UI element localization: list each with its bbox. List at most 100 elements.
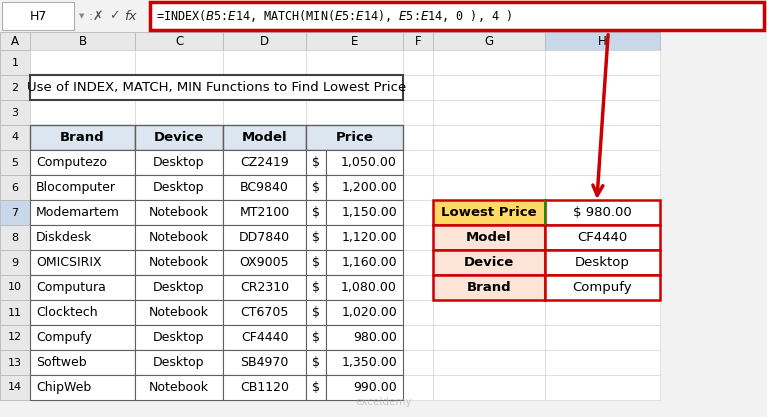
Bar — [306, 32, 403, 50]
Text: OX9005: OX9005 — [239, 256, 289, 269]
Bar — [306, 250, 326, 275]
Bar — [0, 200, 30, 225]
Bar — [403, 150, 433, 175]
Bar — [433, 50, 545, 75]
Bar — [135, 150, 223, 175]
Text: C: C — [175, 35, 183, 48]
Bar — [306, 325, 403, 350]
Bar — [433, 200, 545, 225]
Bar — [433, 150, 545, 175]
Bar — [30, 75, 403, 100]
Bar — [135, 375, 223, 400]
Bar — [223, 325, 306, 350]
Text: 14: 14 — [8, 382, 22, 392]
Text: H7: H7 — [29, 10, 47, 23]
Bar — [326, 150, 403, 175]
Bar — [545, 275, 660, 300]
Text: Notebook: Notebook — [149, 206, 209, 219]
Bar — [223, 375, 306, 400]
Bar — [0, 125, 30, 150]
Bar — [30, 50, 135, 75]
Text: 980.00: 980.00 — [353, 331, 397, 344]
Text: 1,080.00: 1,080.00 — [341, 281, 397, 294]
Bar — [326, 175, 403, 200]
Bar — [223, 50, 306, 75]
Bar — [433, 75, 545, 100]
Bar — [223, 325, 306, 350]
Bar — [223, 225, 306, 250]
Bar — [0, 50, 30, 75]
Bar — [545, 200, 660, 225]
Bar — [135, 175, 223, 200]
Bar — [30, 100, 135, 125]
Bar — [0, 375, 30, 400]
Text: ChipWeb: ChipWeb — [36, 381, 91, 394]
Bar — [433, 100, 545, 125]
Bar — [135, 325, 223, 350]
Bar — [30, 250, 135, 275]
Bar — [433, 200, 545, 225]
Text: DD7840: DD7840 — [239, 231, 290, 244]
Bar — [223, 250, 306, 275]
Text: Notebook: Notebook — [149, 381, 209, 394]
Bar — [135, 275, 223, 300]
Bar — [433, 250, 545, 275]
Bar — [306, 250, 403, 275]
Text: CT6705: CT6705 — [240, 306, 288, 319]
Bar — [403, 225, 433, 250]
Text: F: F — [415, 35, 421, 48]
Text: Computezo: Computezo — [36, 156, 107, 169]
Bar — [223, 350, 306, 375]
Bar — [433, 275, 545, 300]
Bar — [403, 75, 433, 100]
Bar — [545, 175, 660, 200]
Text: 2: 2 — [12, 83, 18, 93]
Text: Brand: Brand — [466, 281, 512, 294]
Bar — [306, 125, 403, 150]
Bar — [403, 125, 433, 150]
Text: Device: Device — [154, 131, 204, 144]
Bar — [433, 175, 545, 200]
Text: Use of INDEX, MATCH, MIN Functions to Find Lowest Price: Use of INDEX, MATCH, MIN Functions to Fi… — [27, 81, 406, 94]
Bar — [30, 200, 135, 225]
Text: Brand: Brand — [60, 131, 105, 144]
Text: 8: 8 — [12, 233, 18, 243]
Bar — [306, 50, 403, 75]
Text: 1,200.00: 1,200.00 — [341, 181, 397, 194]
Bar — [545, 125, 660, 150]
Text: Desktop: Desktop — [153, 331, 205, 344]
Bar — [306, 375, 403, 400]
Bar — [135, 250, 223, 275]
Text: $: $ — [312, 331, 320, 344]
Text: Model: Model — [242, 131, 288, 144]
Bar — [135, 375, 223, 400]
Text: Price: Price — [336, 131, 374, 144]
Bar — [403, 175, 433, 200]
Text: 1,050.00: 1,050.00 — [341, 156, 397, 169]
Bar — [30, 150, 135, 175]
Text: Modemartem: Modemartem — [36, 206, 120, 219]
Bar — [135, 50, 223, 75]
Bar — [223, 175, 306, 200]
Text: Model: Model — [466, 231, 512, 244]
Bar — [545, 75, 660, 100]
Text: $: $ — [312, 206, 320, 219]
Bar — [306, 275, 403, 300]
Bar — [30, 32, 135, 50]
Bar — [30, 275, 135, 300]
Text: 12: 12 — [8, 332, 22, 342]
Bar — [223, 300, 306, 325]
Bar — [403, 375, 433, 400]
Bar — [403, 32, 433, 50]
Bar — [306, 350, 403, 375]
Bar — [0, 75, 30, 100]
Bar — [306, 275, 326, 300]
Bar — [306, 325, 326, 350]
Text: Notebook: Notebook — [149, 306, 209, 319]
Bar — [403, 50, 433, 75]
Bar — [306, 75, 403, 100]
Text: ✗: ✗ — [93, 10, 104, 23]
Bar — [326, 275, 403, 300]
Bar — [223, 200, 306, 225]
Bar — [30, 125, 135, 150]
